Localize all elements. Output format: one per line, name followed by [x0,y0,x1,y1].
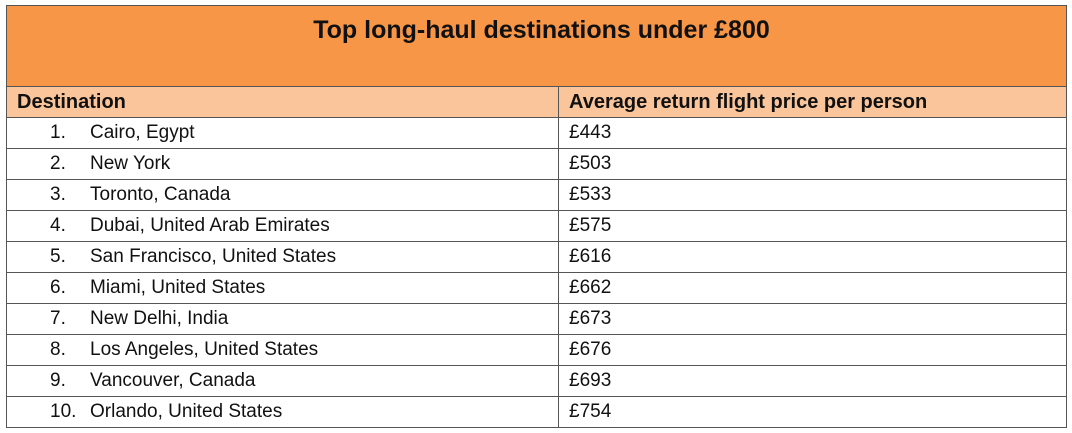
title-row: Top long-haul destinations under £800 [6,5,1067,87]
rank: 1. [50,122,66,143]
price: £662 [558,272,1067,304]
rank: 5. [50,246,66,267]
destination: Cairo, Egypt [90,122,195,143]
rank: 3. [50,184,66,205]
destination-cell: 1. Cairo, Egypt [6,117,559,149]
destination-cell: 4. Dubai, United Arab Emirates [6,210,559,242]
destination-cell: 7. New Delhi, India [6,303,559,335]
data-row: 4. Dubai, United Arab Emirates £575 [6,210,1067,242]
table-title: Top long-haul destinations under £800 [6,5,1067,87]
destination: New York [90,153,171,174]
destination: Los Angeles, United States [90,339,319,360]
rank: 9. [50,370,66,391]
destination-cell: 9. Vancouver, Canada [6,365,559,397]
data-row: 9. Vancouver, Canada £693 [6,365,1067,397]
data-row: 1. Cairo, Egypt £443 [6,117,1067,149]
price: £676 [558,334,1067,366]
data-row: 2. New York £503 [6,148,1067,180]
price: £754 [558,396,1067,428]
rank: 2. [50,153,66,174]
data-row: 7. New Delhi, India £673 [6,303,1067,335]
rank: 7. [50,308,66,329]
destination-cell: 2. New York [6,148,559,180]
rank: 6. [50,277,66,298]
destination-cell: 8. Los Angeles, United States [6,334,559,366]
destination-cell: 3. Toronto, Canada [6,179,559,211]
destination-cell: 5. San Francisco, United States [6,241,559,273]
destination-cell: 6. Miami, United States [6,272,559,304]
price: £616 [558,241,1067,273]
header-cell: Average return flight price per person [558,86,1067,118]
price: £575 [558,210,1067,242]
destination: Toronto, Canada [90,184,231,205]
table: Top long-haul destinations under £800 De… [6,5,1067,428]
rank: 4. [50,215,66,236]
data-row: 3. Toronto, Canada £533 [6,179,1067,211]
data-row: 5. San Francisco, United States £616 [6,241,1067,273]
data-row: 8. Los Angeles, United States £676 [6,334,1067,366]
price: £503 [558,148,1067,180]
price: £673 [558,303,1067,335]
table-body: Top long-haul destinations under £800 De… [6,5,1067,428]
price: £693 [558,365,1067,397]
data-row: 6. Miami, United States £662 [6,272,1067,304]
destination-cell: 10. Orlando, United States [6,396,559,428]
destination: San Francisco, United States [90,246,337,267]
destination: Orlando, United States [90,401,283,422]
header-row: Destination Average return flight price … [6,86,1067,118]
price: £533 [558,179,1067,211]
header-cell: Destination [6,86,559,118]
rank: 10. [50,401,77,422]
data-row: 10. Orlando, United States £754 [6,396,1067,428]
table-wrapper: Top long-haul destinations under £800 De… [6,5,1067,428]
destination: New Delhi, India [90,308,229,329]
destination: Miami, United States [90,277,266,298]
destination: Vancouver, Canada [90,370,256,391]
destination: Dubai, United Arab Emirates [90,215,330,236]
rank: 8. [50,339,66,360]
price: £443 [558,117,1067,149]
